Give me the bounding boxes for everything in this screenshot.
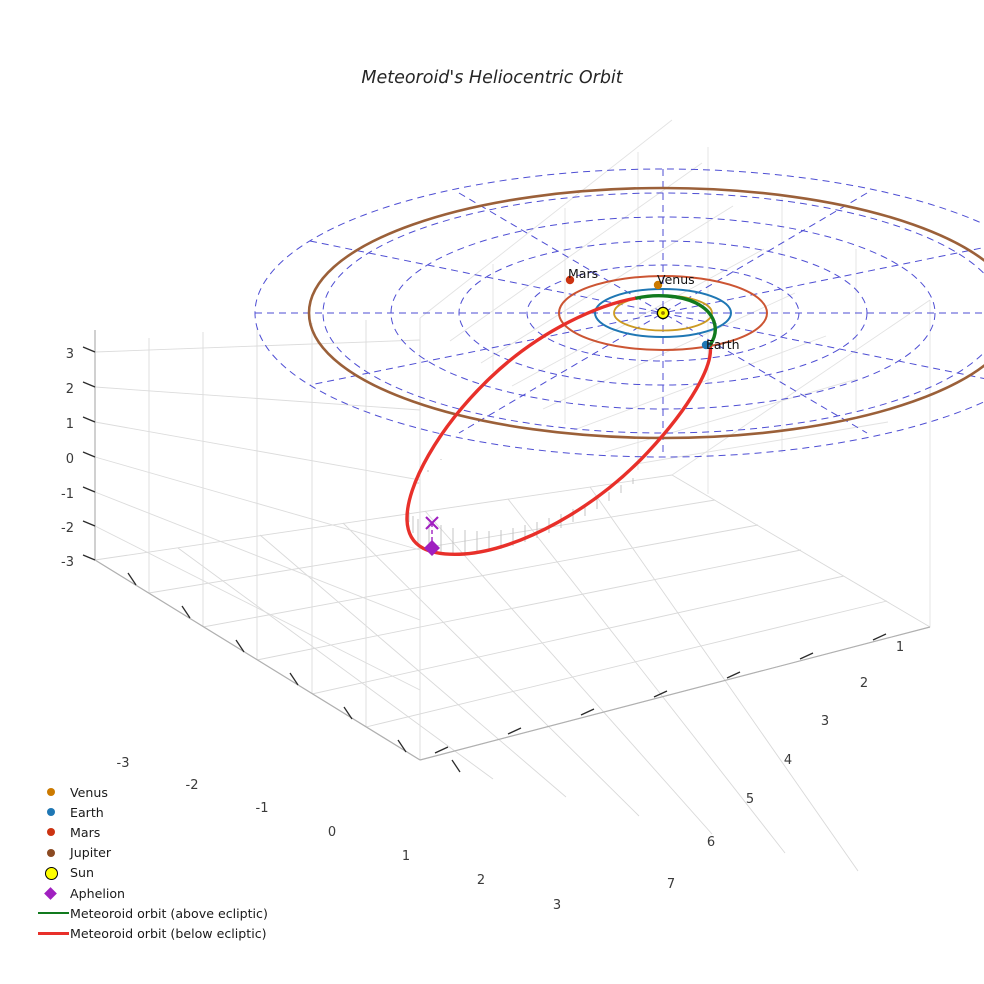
body-markers xyxy=(424,275,711,556)
label-mars: Mars xyxy=(568,266,598,281)
y-axis-tick-labels: 1 2 3 4 5 6 7 xyxy=(667,640,904,892)
z-axis-tick-labels: 3 2 1 0 -1 -2 -3 xyxy=(61,347,74,570)
y-tick-label: 5 xyxy=(746,792,754,807)
axis-tick-marks xyxy=(82,346,887,773)
legend-item[interactable]: Venus xyxy=(36,782,268,802)
legend-item-label: Meteoroid orbit (below ecliptic) xyxy=(70,925,267,941)
y-tick-label: 3 xyxy=(821,714,829,729)
legend-swatch xyxy=(47,808,55,817)
mars-marker[interactable] xyxy=(565,275,575,285)
legend-dot-icon xyxy=(36,802,70,822)
z-tick-label: 3 xyxy=(66,347,74,362)
legend-swatch xyxy=(38,932,69,935)
x-tick-label: -1 xyxy=(256,801,269,816)
y-tick-label: 2 xyxy=(860,676,868,691)
legend-item[interactable]: Meteoroid orbit (below ecliptic) xyxy=(36,923,268,943)
z-tick-label: -3 xyxy=(61,555,74,570)
legend: Venus Earth Mars Jupiter Sun Aphelion Meteoroi… xyxy=(36,782,268,944)
legend-item[interactable]: Aphelion xyxy=(36,883,268,903)
y-tick-label: 1 xyxy=(896,640,904,655)
x-axis-tick-labels: -3 -2 -1 0 1 2 3 xyxy=(117,756,562,913)
meteoroid-orbit xyxy=(405,294,717,556)
legend-swatch xyxy=(47,788,55,797)
z-tick-label: 2 xyxy=(66,382,74,397)
x-tick-label: 0 xyxy=(328,825,336,840)
x-axis-spine xyxy=(94,559,421,761)
mars-orbit xyxy=(558,275,768,351)
z-tick-label: 1 xyxy=(66,417,74,432)
x-tick-label: 1 xyxy=(402,849,410,864)
y-tick-label: 4 xyxy=(784,753,792,768)
axes-panes xyxy=(95,120,930,760)
aphelion-marker[interactable] xyxy=(424,540,440,556)
meteoroid-orbit-below-ecliptic xyxy=(405,296,713,556)
legend-swatch xyxy=(38,912,69,915)
legend-item-label: Mars xyxy=(70,824,101,840)
legend-diamond-icon xyxy=(36,883,70,903)
legend-line-icon xyxy=(36,903,70,923)
jupiter-orbit xyxy=(307,186,984,440)
legend-item-label: Venus xyxy=(70,784,108,800)
x-tick-label: -2 xyxy=(186,778,199,793)
earth-marker[interactable] xyxy=(701,340,711,350)
aphelion-projection-x-icon xyxy=(425,516,439,530)
label-venus: Venus xyxy=(657,272,695,287)
legend-item[interactable]: Sun xyxy=(36,863,268,883)
legend-dot-icon xyxy=(36,843,70,863)
x-tick-label: 2 xyxy=(477,873,485,888)
axis-spines xyxy=(94,330,931,761)
legend-item[interactable]: Jupiter xyxy=(36,843,268,863)
legend-item-label: Aphelion xyxy=(70,885,126,901)
legend-item-label: Meteoroid orbit (above ecliptic) xyxy=(70,905,268,921)
legend-item[interactable]: Meteoroid orbit (above ecliptic) xyxy=(36,903,268,923)
x-tick-label: -3 xyxy=(117,756,130,771)
y-axis-spine xyxy=(419,626,931,761)
body-text-labels: Mars Venus Earth xyxy=(568,266,740,352)
sun-core xyxy=(661,311,665,315)
legend-item-label: Earth xyxy=(70,804,104,820)
legend-item-label: Sun xyxy=(70,865,94,881)
legend-item[interactable]: Mars xyxy=(36,822,268,842)
legend-swatch xyxy=(45,867,58,881)
label-earth: Earth xyxy=(706,337,740,352)
earth-orbit xyxy=(594,288,732,338)
legend-item[interactable]: Earth xyxy=(36,802,268,822)
y-tick-label: 7 xyxy=(667,877,675,892)
y-tick-label: 6 xyxy=(707,835,715,850)
legend-swatch xyxy=(44,886,57,900)
meteoroid-orbit-above-ecliptic xyxy=(635,294,717,347)
legend-item-label: Jupiter xyxy=(70,845,112,861)
z-tick-label: 0 xyxy=(66,452,74,467)
legend-line-icon xyxy=(36,923,70,943)
legend-swatch xyxy=(47,848,55,857)
page-title: Meteoroid's Heliocentric Orbit xyxy=(361,68,623,88)
venus-marker[interactable] xyxy=(653,280,663,290)
legend-dot-icon xyxy=(36,782,70,802)
planet-orbits xyxy=(307,186,984,440)
x-tick-label: 3 xyxy=(553,898,561,913)
legend-swatch xyxy=(47,828,55,837)
z-tick-label: -1 xyxy=(61,487,74,502)
legend-dot-icon xyxy=(36,822,70,842)
z-tick-label: -2 xyxy=(61,521,74,536)
legend-sun-dot-icon xyxy=(36,863,70,883)
